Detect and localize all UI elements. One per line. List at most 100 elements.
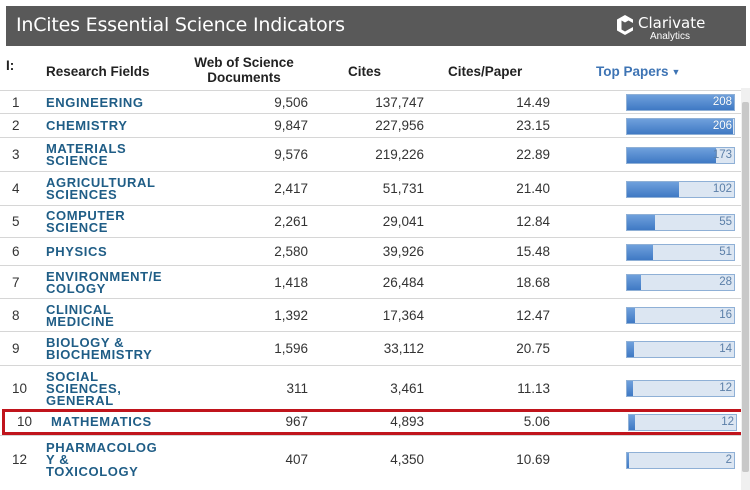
documents-cell: 1,418 bbox=[274, 275, 308, 290]
cites-per-paper-cell: 12.47 bbox=[516, 308, 550, 323]
table-row: 5 COMPUTER SCIENCE 2,261 29,041 12.84 55 bbox=[0, 205, 742, 237]
cites-per-paper-cell: 20.75 bbox=[516, 341, 550, 356]
rank-cell: 4 bbox=[12, 181, 20, 196]
table-row: 2 CHEMISTRY 9,847 227,956 23.15 206 bbox=[0, 113, 742, 137]
top-papers-bar-fill bbox=[627, 182, 680, 197]
scrollbar-thumb[interactable] bbox=[742, 102, 749, 472]
logo-name: Clarivate bbox=[638, 14, 706, 32]
cites-cell: 26,484 bbox=[382, 275, 424, 290]
cites-cell: 137,747 bbox=[375, 95, 424, 110]
top-papers-bar[interactable]: 14 bbox=[626, 341, 735, 358]
research-field-link[interactable]: PHYSICS bbox=[46, 245, 107, 258]
rank-cell: 8 bbox=[12, 308, 20, 323]
rank-cell: 1 bbox=[12, 95, 20, 110]
research-field-line: BIOLOGY & bbox=[46, 335, 125, 350]
top-papers-bar[interactable]: 28 bbox=[626, 274, 735, 291]
table-row: 9 BIOLOGY & BIOCHEMISTRY 1,596 33,112 20.75 14 bbox=[0, 331, 742, 365]
documents-column-header: Web of Science Documents bbox=[194, 55, 294, 85]
table-row: 8 CLINICAL MEDICINE 1,392 17,364 12.47 16 bbox=[0, 298, 742, 331]
cites-per-paper-cell: 18.68 bbox=[516, 275, 550, 290]
rank-cell: 7 bbox=[12, 275, 20, 290]
top-papers-value: 206 bbox=[712, 120, 732, 132]
cites-per-paper-cell: 5.06 bbox=[523, 414, 550, 429]
research-field-link[interactable]: CLINICAL MEDICINE bbox=[46, 303, 115, 329]
cites-cell: 4,893 bbox=[390, 414, 424, 429]
top-papers-label: Top Papers bbox=[596, 64, 669, 79]
rank-cell: 9 bbox=[12, 341, 20, 356]
top-papers-bar-fill bbox=[627, 381, 634, 396]
top-papers-bar-fill bbox=[627, 119, 733, 134]
research-field-line: COLOGY bbox=[46, 281, 106, 296]
research-field-link[interactable]: AGRICULTURAL SCIENCES bbox=[46, 175, 156, 201]
clarivate-logo-icon bbox=[617, 15, 633, 35]
top-papers-bar-fill bbox=[627, 453, 629, 468]
cites-per-paper-cell: 22.89 bbox=[516, 147, 550, 162]
vertical-scrollbar[interactable] bbox=[741, 88, 750, 490]
top-papers-bar-fill bbox=[627, 245, 654, 260]
logo-subtitle: Analytics bbox=[650, 31, 691, 42]
research-field-link[interactable]: BIOLOGY & BIOCHEMISTRY bbox=[46, 335, 153, 362]
cites-cell: 227,956 bbox=[375, 118, 424, 133]
research-field-link[interactable]: MATHEMATICS bbox=[51, 415, 152, 428]
cites-per-paper-cell: 21.40 bbox=[516, 181, 550, 196]
top-papers-bar[interactable]: 12 bbox=[628, 414, 737, 431]
rank-cell: 5 bbox=[12, 214, 20, 229]
cites-cell: 33,112 bbox=[383, 341, 424, 356]
top-papers-bar[interactable]: 2 bbox=[626, 452, 735, 469]
cites-per-paper-column-header: Cites/Paper bbox=[448, 64, 523, 79]
research-field-link[interactable]: ENGINEERING bbox=[46, 96, 144, 109]
documents-cell: 2,261 bbox=[274, 214, 308, 229]
research-field-link[interactable]: SOCIAL SCIENCES, GENERAL bbox=[46, 370, 122, 407]
research-field-link[interactable]: PHARMACOLOG Y & TOXICOLOGY bbox=[46, 441, 157, 479]
cites-cell: 219,226 bbox=[375, 147, 424, 162]
documents-cell: 311 bbox=[286, 381, 308, 396]
research-field-link[interactable]: ENVIRONMENT/E COLOGY bbox=[46, 270, 162, 296]
cites-cell: 29,041 bbox=[382, 214, 424, 229]
research-field-line: MEDICINE bbox=[46, 314, 115, 329]
table-row: 3 MATERIALS SCIENCE 9,576 219,226 22.89 173 bbox=[0, 137, 742, 171]
top-papers-bar[interactable]: 51 bbox=[626, 244, 735, 261]
top-papers-value: 12 bbox=[721, 416, 734, 428]
top-papers-bar[interactable]: 208 bbox=[626, 94, 735, 111]
top-papers-bar[interactable]: 16 bbox=[626, 307, 735, 324]
rank-cell: 10 bbox=[17, 414, 33, 429]
top-papers-bar[interactable]: 102 bbox=[626, 181, 735, 198]
documents-cell: 2,417 bbox=[274, 181, 308, 196]
table-row: 4 AGRICULTURAL SCIENCES 2,417 51,731 21.40 102 bbox=[0, 171, 742, 205]
rank-column-header: I: bbox=[6, 58, 15, 73]
top-papers-bar[interactable]: 173 bbox=[626, 147, 735, 164]
top-papers-value: 12 bbox=[719, 382, 732, 394]
research-field-line: AGRICULTURAL bbox=[46, 175, 156, 190]
top-papers-bar-fill bbox=[627, 148, 716, 163]
research-field-line: COMPUTER bbox=[46, 208, 126, 223]
table-header: I: Research Fields Web of Science Docume… bbox=[0, 54, 750, 90]
top-papers-value: 2 bbox=[725, 454, 732, 466]
top-papers-sort-header[interactable]: Top Papers ▼ bbox=[596, 64, 680, 79]
clarivate-logo: Clarivate Analytics bbox=[616, 12, 728, 42]
documents-cell: 9,847 bbox=[274, 118, 308, 133]
rank-cell: 10 bbox=[12, 381, 28, 396]
table-row: 10 SOCIAL SCIENCES, GENERAL 311 3,461 11.13 12 bbox=[0, 365, 742, 410]
research-field-line: TOXICOLOGY bbox=[46, 464, 139, 479]
table-row: 7 ENVIRONMENT/E COLOGY 1,418 26,484 18.68 28 bbox=[0, 265, 742, 298]
cites-cell: 17,364 bbox=[382, 308, 424, 323]
top-papers-value: 51 bbox=[719, 246, 732, 258]
research-field-line: SCIENCES, bbox=[46, 381, 122, 396]
top-papers-bar-fill bbox=[627, 308, 636, 323]
sort-caret-icon: ▼ bbox=[671, 67, 681, 77]
cites-per-paper-cell: 14.49 bbox=[516, 95, 550, 110]
rank-cell: 12 bbox=[12, 452, 28, 467]
table-row: 12 PHARMACOLOG Y & TOXICOLOGY 407 4,350 10.69 2 bbox=[0, 435, 742, 483]
top-papers-bar[interactable]: 12 bbox=[626, 380, 735, 397]
top-papers-bar-fill bbox=[627, 342, 635, 357]
research-field-line: BIOCHEMISTRY bbox=[46, 347, 153, 362]
research-field-link[interactable]: CHEMISTRY bbox=[46, 119, 127, 132]
research-field-link[interactable]: MATERIALS SCIENCE bbox=[46, 142, 126, 167]
research-field-link[interactable]: COMPUTER SCIENCE bbox=[46, 208, 126, 234]
table-row: 6 PHYSICS 2,580 39,926 15.48 51 bbox=[0, 237, 742, 265]
top-papers-bar[interactable]: 55 bbox=[626, 214, 735, 231]
top-papers-bar[interactable]: 206 bbox=[626, 118, 735, 135]
research-field-line: Y & bbox=[46, 452, 70, 467]
app-header: InCites Essential Science Indicators Cla… bbox=[6, 6, 746, 46]
cites-column-header: Cites bbox=[348, 64, 382, 79]
